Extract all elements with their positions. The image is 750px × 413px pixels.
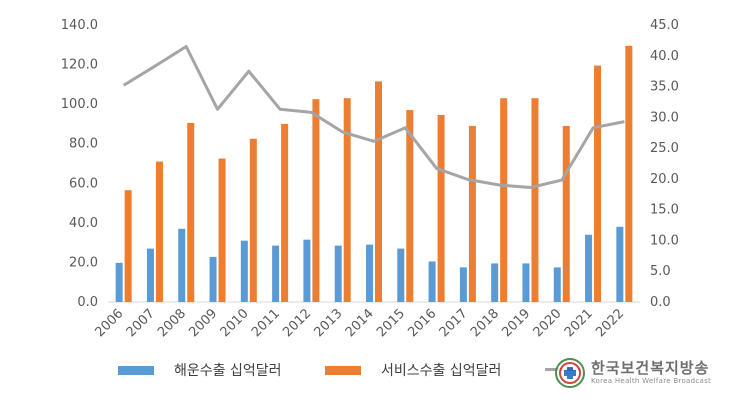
y-right-tick-label: 20.0: [650, 172, 679, 187]
bar-shipping-2022: [616, 227, 623, 302]
line-series: [124, 47, 625, 188]
y-left-tick-label: 0.0: [77, 295, 98, 310]
x-tick-label: 2013: [312, 306, 346, 340]
bar-shipping-2018: [491, 263, 498, 302]
x-tick-label: 2006: [92, 306, 126, 340]
bar-services-2006: [125, 190, 132, 302]
bar-shipping-2006: [116, 263, 123, 302]
broadcaster-logo-icon: [555, 358, 585, 388]
bar-services-2008: [187, 123, 194, 302]
bar-shipping-2021: [585, 235, 592, 302]
bar-services-2014: [375, 81, 382, 302]
bar-shipping-2014: [366, 245, 373, 302]
bar-services-2019: [531, 98, 538, 302]
y-left-tick-label: 40.0: [69, 216, 98, 231]
bar-shipping-2008: [178, 229, 185, 302]
y-right-tick-label: 30.0: [650, 110, 679, 125]
x-tick-label: 2012: [280, 306, 314, 340]
x-tick-label: 2015: [374, 306, 408, 340]
y-right-tick-label: 40.0: [650, 49, 679, 64]
bar-services-2011: [281, 124, 288, 302]
x-tick-label: 2010: [218, 306, 252, 340]
bar-services-2017: [469, 126, 476, 302]
bar-services-2007: [156, 162, 163, 302]
watermark-subtitle: Korea Health Welfare Broadcast: [591, 377, 711, 386]
legend-swatch-shipping: [118, 366, 154, 375]
y-right-tick-label: 5.0: [650, 264, 671, 279]
bar-services-2016: [438, 115, 445, 302]
x-tick-label: 2018: [468, 306, 502, 340]
legend-item-shipping: 해운수출 십억달러: [118, 360, 282, 380]
bar-shipping-2010: [241, 241, 248, 302]
bar-shipping-2015: [397, 249, 404, 302]
x-tick-label: 2022: [593, 306, 627, 340]
bar-services-2022: [625, 46, 632, 302]
y-left-tick-label: 140.0: [61, 18, 98, 33]
bar-shipping-2012: [303, 240, 310, 302]
bar-shipping-2007: [147, 249, 154, 302]
y-right-tick-label: 10.0: [650, 233, 679, 248]
y-right-tick-label: 0.0: [650, 295, 671, 310]
bar-services-2012: [312, 99, 319, 302]
x-tick-label: 2009: [186, 306, 220, 340]
bar-services-2020: [563, 126, 570, 302]
y-left-tick-label: 60.0: [69, 176, 98, 191]
y-right-tick-label: 45.0: [650, 18, 679, 33]
y-left-tick-label: 120.0: [61, 58, 98, 73]
bar-services-2010: [250, 139, 257, 302]
legend-item-services: 서비스수출 십억달러: [325, 360, 501, 380]
legend-label-shipping: 해운수출 십억달러: [174, 360, 282, 380]
x-tick-label: 2008: [155, 306, 189, 340]
bar-services-2021: [594, 66, 601, 302]
broadcaster-watermark: 한국보건복지방송 Korea Health Welfare Broadcast: [555, 355, 745, 391]
bar-shipping-2013: [335, 246, 342, 302]
bar-shipping-2019: [522, 263, 529, 302]
bar-shipping-2017: [460, 267, 467, 302]
bar-shipping-2016: [429, 261, 436, 302]
x-tick-label: 2016: [405, 306, 439, 340]
legend-label-services: 서비스수출 십억달러: [381, 360, 501, 380]
x-tick-label: 2021: [562, 306, 596, 340]
x-tick-label: 2014: [343, 306, 377, 340]
bar-services-2009: [219, 159, 226, 302]
bar-services-2013: [344, 98, 351, 302]
legend-swatch-services: [325, 366, 361, 375]
bar-shipping-2009: [210, 257, 217, 302]
y-right-tick-label: 15.0: [650, 203, 679, 218]
bar-shipping-2020: [554, 267, 561, 302]
bar-services-2018: [500, 98, 507, 302]
bar-shipping-2011: [272, 246, 279, 302]
y-left-tick-label: 20.0: [69, 255, 98, 270]
y-left-tick-label: 80.0: [69, 137, 98, 152]
y-left-tick-label: 100.0: [61, 97, 98, 112]
x-tick-label: 2020: [531, 306, 565, 340]
x-tick-label: 2007: [124, 306, 158, 340]
y-right-tick-label: 25.0: [650, 141, 679, 156]
x-tick-label: 2019: [499, 306, 533, 340]
x-tick-label: 2017: [437, 306, 471, 340]
watermark-title: 한국보건복지방송: [591, 360, 711, 377]
y-right-tick-label: 35.0: [650, 80, 679, 95]
x-tick-label: 2011: [249, 306, 283, 340]
